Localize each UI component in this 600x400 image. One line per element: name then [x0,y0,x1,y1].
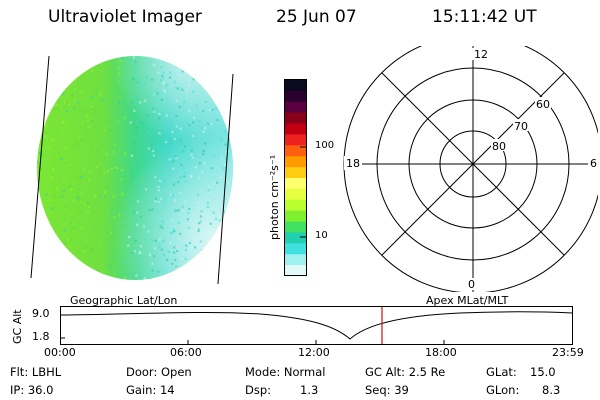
dsp-value: 1.3 [300,383,319,397]
glon-value: 8.3 [542,383,561,397]
colorbar-cell [285,80,307,92]
colorbar-cell [285,156,307,168]
colorbar-cell [285,265,307,277]
colorbar-cell [285,199,307,212]
orbit-xtick-1200: 12:00 [298,346,330,359]
lat-label-60: 60 [536,98,550,111]
orbit-altitude-curve [60,311,573,340]
orbit-xtick-0600: 06:00 [170,346,202,359]
gc-alt-info: GC Alt: 2.5 Re [365,365,446,379]
colorbar-cell [285,232,307,244]
orbit-x-ticks [187,340,445,345]
colorbar-cell [285,167,307,179]
dsp-label: Dsp: [245,383,272,397]
ip-info: IP: 36.0 [10,383,54,397]
mode-info: Mode: Normal [245,365,326,379]
glon-label: GLon: [486,383,520,397]
mlt-label-18: 18 [346,157,360,170]
colorbar-cell [285,134,307,146]
orbit-altitude-plot [60,306,573,345]
auroral-disk [37,56,233,280]
colorbar-cell [285,210,307,223]
colorbar-cell [285,243,307,255]
colorbar-cell [285,221,307,233]
gain-info: Gain: 14 [126,383,175,397]
mlt-label-6: 6 [590,157,597,170]
instrument-title: Ultraviolet Imager [48,7,202,27]
mlt-label-0: 0 [468,278,475,291]
glat-label: GLat: [486,365,517,379]
orbit-plot-frame [60,306,573,345]
lat-label-70: 70 [514,120,528,133]
time-label: 15:11:42 UT [432,7,537,27]
colorbar-cell [285,123,307,135]
colorbar-cell [285,112,307,125]
colorbar-cell [285,101,307,114]
auroral-image [30,55,234,285]
colorbar-cell [285,178,307,190]
colorbar-tick-label-10: 10 [315,230,328,241]
mlt-label-12: 12 [474,48,488,61]
orbit-ytick-low: 1.8 [32,330,50,343]
filter-info: Flt: LBHL [10,365,62,379]
orbit-xtick-0000: 00:00 [44,346,76,359]
lat-label-80: 80 [492,140,506,153]
date-label: 25 Jun 07 [276,7,357,27]
colorbar-cell [285,188,307,201]
orbit-xtick-1800: 18:00 [425,346,457,359]
orbit-left-title: Geographic Lat/Lon [70,294,178,307]
orbit-right-title: Apex MLat/MLT [426,294,509,307]
door-info: Door: Open [126,365,192,379]
colorbar-cell [285,90,307,103]
orbit-xtick-2359: 23:59 [552,346,584,359]
polar-circle-outer [343,46,598,292]
glat-value: 15.0 [530,365,556,379]
limb-line-left [30,55,50,279]
colorbar-tick-label-100: 100 [315,140,335,151]
colorbar [284,79,307,277]
limb-line-right [217,73,234,285]
polar-diagonal-2 [381,72,565,256]
colorbar-unit-label: photon cm⁻²s⁻¹ [268,154,281,240]
orbit-ylabel: GC Alt [11,309,24,344]
orbit-ytick-high: 9.0 [32,307,50,320]
polar-plot: 12 18 6 0 80 70 60 [343,46,598,292]
seq-info: Seq: 39 [365,383,409,397]
colorbar-cell [285,145,307,157]
colorbar-cell [285,254,307,266]
